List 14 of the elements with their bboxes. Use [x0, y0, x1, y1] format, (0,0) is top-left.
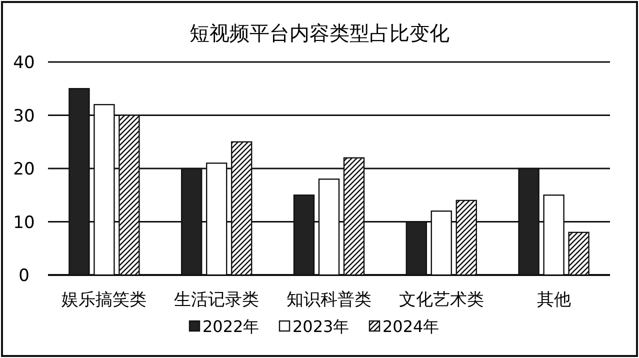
legend-label: 2022年 [202, 317, 260, 336]
x-tick-label: 娱乐搞笑类 [62, 290, 147, 310]
chart-title: 短视频平台内容类型占比变化 [190, 21, 450, 45]
y-tick-label: 40 [13, 53, 35, 73]
y-tick-label: 20 [13, 160, 35, 180]
y-tick-label: 0 [18, 266, 30, 286]
legend-label: 2024年 [382, 317, 440, 336]
y-tick-label: 30 [13, 106, 35, 126]
x-tick-label: 文化艺术类 [398, 290, 484, 310]
y-tick-label: 10 [13, 212, 35, 233]
x-tick-label: 其他 [536, 290, 571, 310]
x-tick-label: 知识科普类 [286, 290, 372, 310]
x-tick-label: 生活记录类 [174, 290, 260, 310]
legend-label: 2023年 [292, 317, 350, 336]
